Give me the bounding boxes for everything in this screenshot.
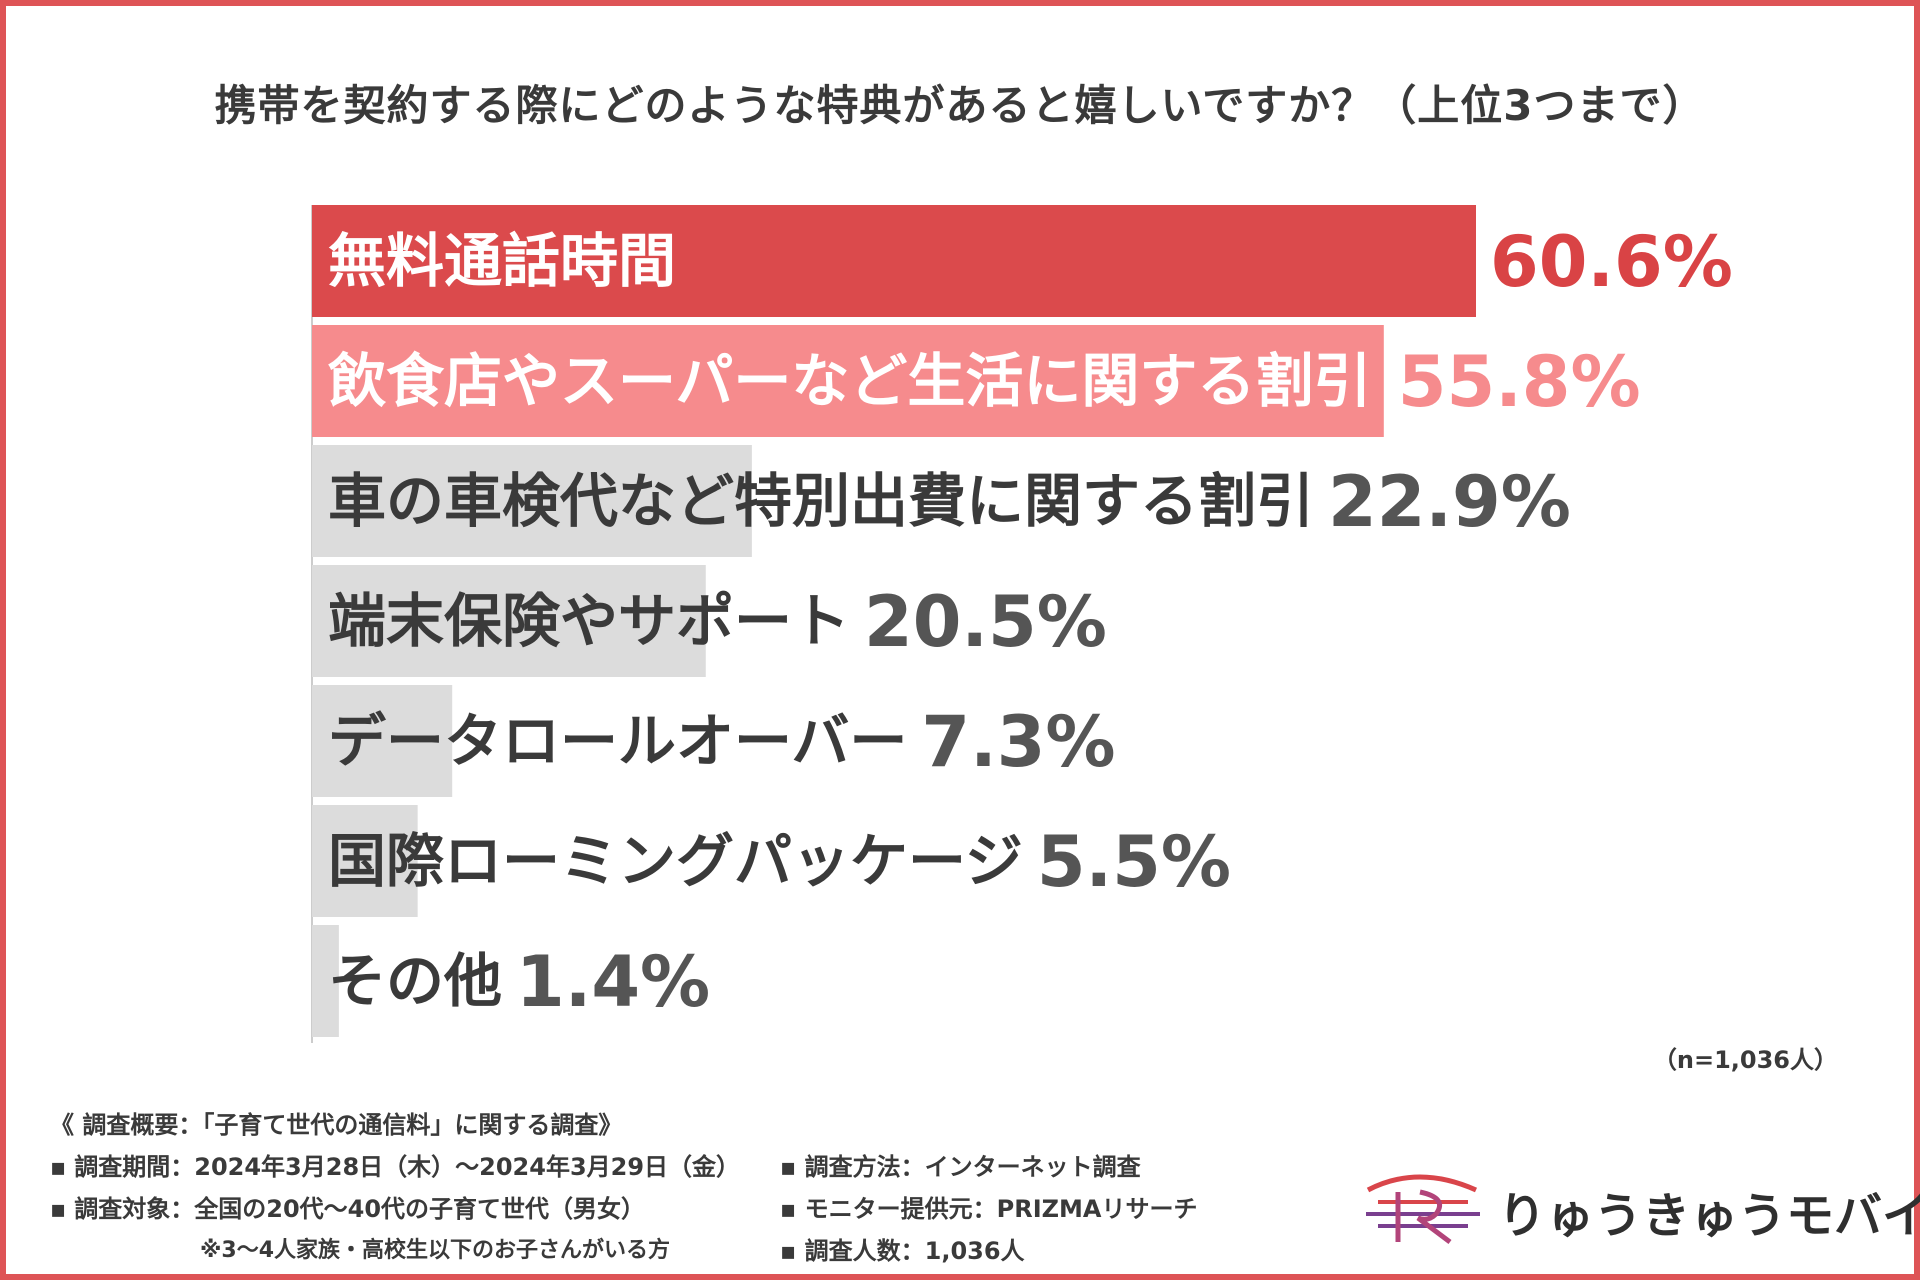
- logo-text: りゅうきゅうモバイル: [1498, 1188, 1920, 1244]
- bar-label: 端末保険やサポート: [328, 587, 850, 655]
- value-label: 7.3%: [921, 701, 1115, 783]
- value-label: 1.4%: [516, 941, 710, 1023]
- bar: [312, 685, 453, 797]
- bar-row: データロールオーバー 7.3%: [312, 685, 1116, 797]
- bar-row: その他 1.4%: [312, 925, 710, 1037]
- bar-label: データロールオーバー: [328, 707, 907, 775]
- logo-mark-icon: [1366, 1174, 1480, 1244]
- value-label: 55.8%: [1398, 341, 1641, 423]
- value-label: 60.6%: [1490, 221, 1733, 303]
- bar-label: 無料通話時間: [328, 227, 676, 295]
- bar-label: 飲食店やスーパーなど生活に関する割引: [328, 347, 1371, 415]
- survey-period: 調査期間：2024年3月28日（木）～2024年3月29日（金）: [50, 1146, 740, 1188]
- bar: [312, 805, 418, 917]
- bar-row: 無料通話時間 60.6%: [312, 205, 1733, 317]
- survey-method: ▪ 調査方法：インターネット調査: [780, 1153, 1141, 1181]
- survey-heading: 《 調査概要：「子育て世代の通信料」に関する調査》: [50, 1111, 623, 1139]
- survey-provider: ▪ モニター提供元：PRIZMAリサーチ: [780, 1195, 1198, 1223]
- value-label: 20.5%: [864, 581, 1107, 663]
- survey-target: 調査対象：全国の20代～40代の子育て世代（男女）: [50, 1188, 740, 1230]
- bar: [312, 325, 1384, 437]
- bar: [312, 925, 339, 1037]
- survey-summary: 《 調査概要：「子育て世代の通信料」に関する調査》 調査期間：2024年3月28…: [50, 1104, 740, 1272]
- bar: [312, 445, 752, 557]
- value-label: 22.9%: [1328, 461, 1571, 543]
- bar-chart: 無料通話時間 60.6% 飲食店やスーパーなど生活に関する割引 55.8% 車の車検代な…: [311, 205, 1733, 1043]
- bar: [312, 565, 706, 677]
- survey-note: ※3～4人家族・高校生以下のお子さんがいる方: [200, 1238, 671, 1263]
- bar: [312, 205, 1476, 317]
- bar-label: 国際ローミングパッケージ: [328, 827, 1023, 895]
- survey-count: ▪ 調査人数：1,036人: [780, 1237, 1025, 1265]
- value-label: 5.5%: [1037, 821, 1231, 903]
- chart-title: 携帯を契約する際にどのような特典があると嬉しいですか？（上位3つまで）: [214, 81, 1706, 130]
- bar-row: 飲食店やスーパーなど生活に関する割引 55.8%: [312, 325, 1641, 437]
- bar-label: 車の車検代など特別出費に関する割引: [328, 467, 1314, 535]
- bar-label: その他: [328, 947, 502, 1015]
- brand-logo: りゅうきゅうモバイル: [1358, 1168, 1920, 1248]
- bar-row: 国際ローミングパッケージ 5.5%: [312, 805, 1231, 917]
- survey-summary-col2: ▪ 調査方法：インターネット調査 ▪ モニター提供元：PRIZMAリサーチ ▪ …: [780, 1146, 1197, 1272]
- sample-size: （n=1,036人）: [1652, 1046, 1838, 1074]
- bar-row: 端末保険やサポート 20.5%: [312, 565, 1107, 677]
- bar-row: 車の車検代など特別出費に関する割引 22.9%: [312, 445, 1571, 557]
